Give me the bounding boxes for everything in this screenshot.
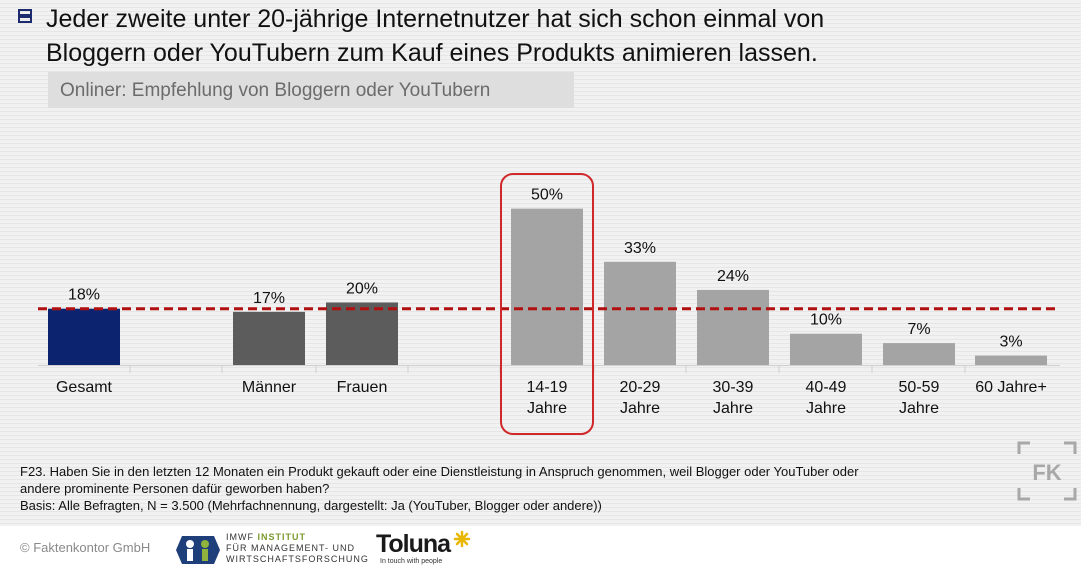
category-label-4-0: 20-29 — [620, 379, 661, 396]
bar-4 — [604, 261, 676, 365]
category-label-3-0: 14-19 — [527, 379, 568, 396]
bar-8 — [975, 355, 1047, 365]
imwf-institut: INSTITUT — [257, 532, 307, 542]
category-label-5-1: Jahre — [713, 400, 753, 417]
imwf-line-3: WIRTSCHAFTSFORSCHUNG — [226, 554, 369, 564]
imwf-wordmark: IMWF INSTITUT FÜR MANAGEMENT- UND WIRTSC… — [226, 532, 369, 565]
category-label-6-1: Jahre — [806, 400, 846, 417]
value-label-8: 3% — [999, 334, 1022, 351]
bar-chart: 18% Gesamt 17% Männer 20% Frauen 50% 14-19 Jahre… — [38, 173, 1060, 435]
bar-7 — [883, 343, 955, 365]
bar-1 — [233, 311, 305, 365]
category-label-4-1: Jahre — [620, 400, 660, 417]
category-label-2-0: Frauen — [337, 379, 388, 396]
bar-2 — [326, 302, 398, 365]
toluna-wordmark: Toluna — [376, 530, 451, 558]
footer — [0, 526, 1081, 576]
imwf-line-2: FÜR MANAGEMENT- UND — [226, 543, 355, 553]
category-label-5-0: 30-39 — [713, 379, 754, 396]
bullet-icon — [18, 9, 32, 23]
fk-logo: FK — [1017, 441, 1077, 501]
category-label-6-0: 40-49 — [806, 379, 847, 396]
value-label-4: 33% — [624, 240, 656, 257]
value-label-5: 24% — [717, 268, 749, 285]
imwf-logo — [176, 536, 220, 564]
subtitle-box: Onliner: Empfehlung von Bloggern oder Yo… — [48, 72, 574, 108]
copyright: © Faktenkontor GmbH — [20, 540, 151, 555]
title-line-1: Jeder zweite unter 20-jährige Internetnu… — [46, 5, 825, 33]
bar-5 — [697, 289, 769, 365]
footnote: F23. Haben Sie in den letzten 12 Monaten… — [20, 463, 950, 514]
value-label-2: 20% — [346, 280, 378, 297]
category-label-7-1: Jahre — [899, 400, 939, 417]
value-label-6: 10% — [810, 312, 842, 329]
category-label-0-0: Gesamt — [56, 379, 113, 396]
value-label-1: 17% — [253, 290, 285, 307]
bar-6 — [790, 333, 862, 365]
subtitle-text: Onliner: Empfehlung von Bloggern oder Yo… — [60, 80, 491, 101]
toluna-tagline: In touch with people — [380, 558, 443, 565]
highlight-box — [500, 173, 594, 435]
category-label-1-0: Männer — [242, 379, 297, 396]
category-label-3-1: Jahre — [527, 400, 567, 417]
value-label-3: 50% — [531, 187, 563, 204]
toluna-star-icon — [453, 530, 471, 548]
footnote-line-3: Basis: Alle Befragten, N = 3.500 (Mehrfa… — [20, 498, 602, 513]
imwf-name: IMWF — [226, 532, 254, 542]
page-title: Jeder zweite unter 20-jährige Internetnu… — [46, 2, 1056, 70]
title-line-2: Bloggern oder YouTubern zum Kauf eines P… — [46, 39, 818, 67]
category-label-7-0: 50-59 — [899, 379, 940, 396]
footnote-line-2: andere prominente Personen dafür geworbe… — [20, 481, 330, 496]
bar-3 — [511, 208, 583, 365]
fk-mark: FK — [1032, 460, 1061, 485]
value-label-7: 7% — [907, 321, 930, 338]
footnote-line-1: F23. Haben Sie in den letzten 12 Monaten… — [20, 464, 859, 479]
category-label-8-0: 60 Jahre+ — [975, 379, 1047, 396]
bar-0 — [48, 308, 120, 365]
value-label-0: 18% — [68, 287, 100, 304]
